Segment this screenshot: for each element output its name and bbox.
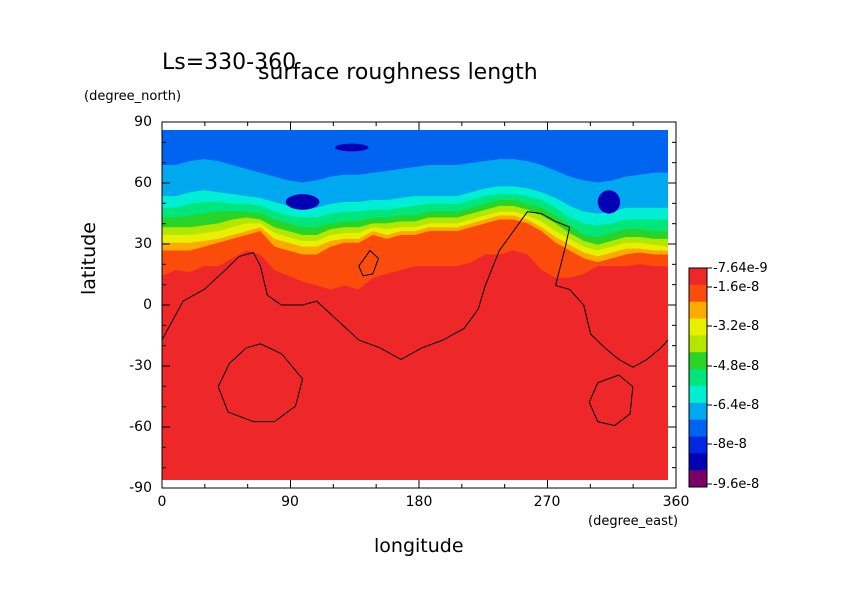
colorbar-swatch <box>689 301 707 320</box>
x-tick-label: 360 <box>662 494 690 510</box>
y-tick-label: 30 <box>134 236 152 252</box>
colorbar-swatch <box>689 352 707 370</box>
chart-title: surface roughness length <box>258 60 538 85</box>
y-tick-label: 90 <box>134 114 152 130</box>
period-label: Ls=330-360 <box>162 50 297 75</box>
band-fill <box>162 343 668 480</box>
topography-contour <box>217 343 304 423</box>
colorbar-label: -6.4e-8 <box>713 398 760 413</box>
topography-contour <box>358 249 380 277</box>
y-axis-unit: (degree_north) <box>84 89 182 104</box>
colorbar-frame <box>688 267 708 488</box>
x-tick-label: 0 <box>157 494 167 510</box>
colorbar-swatch <box>689 335 707 353</box>
x-axis-label: longitude <box>374 535 464 557</box>
colorbar-swatch <box>689 402 707 421</box>
y-tick-label: -90 <box>129 480 152 496</box>
colorbar-swatch <box>689 436 707 454</box>
colorbar-swatch <box>689 470 707 488</box>
y-tick-label: -30 <box>129 358 152 374</box>
colorbar-label: -9.6e-8 <box>713 477 760 492</box>
x-tick-label: 180 <box>405 494 433 510</box>
colorbar-label: -8e-8 <box>713 437 747 452</box>
topography-contour <box>588 374 634 427</box>
contour-blob <box>334 143 369 152</box>
contour-blob <box>597 190 621 214</box>
colorbar-label: -3.2e-8 <box>713 319 760 334</box>
colorbar-swatch <box>689 453 707 471</box>
colorbar-label: -1.6e-8 <box>713 280 760 295</box>
topography-contour <box>161 211 669 368</box>
colorbar-swatch <box>689 268 707 286</box>
colorbar-swatch <box>689 284 707 303</box>
contour-blob <box>285 194 320 210</box>
colorbar-swatch <box>689 369 707 387</box>
y-tick-label: -60 <box>129 419 152 435</box>
colorbar-swatch <box>689 385 707 404</box>
colorbar-label: -4.8e-8 <box>713 359 760 374</box>
colorbar-swatch <box>689 419 707 437</box>
x-tick-label: 270 <box>533 494 561 510</box>
colorbar-label: -7.64e-9 <box>713 261 768 276</box>
band-fill <box>162 130 668 183</box>
y-tick-label: 0 <box>143 297 152 313</box>
x-axis-unit: (degree_east) <box>588 514 679 529</box>
x-tick-label: 90 <box>281 494 299 510</box>
y-tick-label: 60 <box>134 175 152 191</box>
colorbar-swatch <box>689 318 707 336</box>
